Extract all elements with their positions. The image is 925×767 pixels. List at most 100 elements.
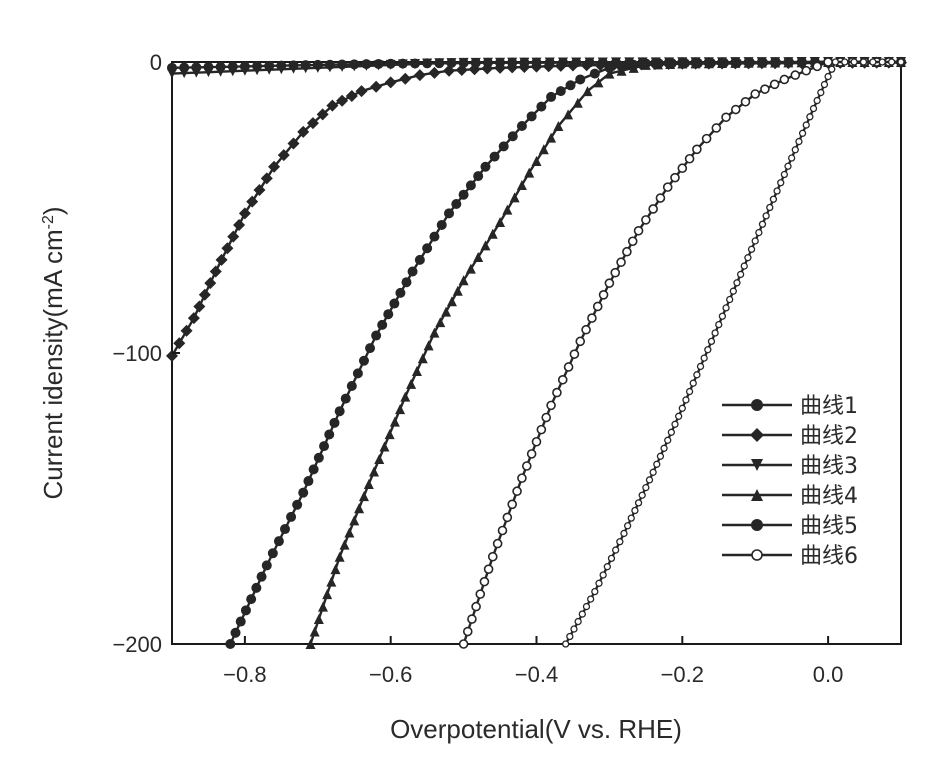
- data-point: [633, 225, 644, 236]
- data-point: [684, 153, 695, 164]
- y-axis-title-sup: -2: [40, 215, 57, 229]
- data-point: [435, 317, 446, 328]
- data-point: [790, 70, 801, 80]
- data-point: [828, 65, 836, 73]
- data-point: [361, 60, 372, 71]
- data-point: [623, 522, 632, 530]
- data-point: [233, 218, 246, 231]
- data-point: [473, 251, 484, 262]
- data-point: [324, 429, 335, 440]
- data-point: [397, 59, 408, 70]
- data-point: [384, 429, 395, 440]
- data-point: [574, 617, 582, 626]
- data-point: [203, 67, 214, 78]
- data-point: [173, 337, 186, 350]
- legend-item-1: 曲线1: [722, 394, 858, 419]
- data-point: [604, 62, 615, 73]
- data-point: [292, 499, 303, 510]
- data-point: [370, 80, 383, 93]
- data-point: [313, 614, 324, 625]
- data-point: [235, 616, 246, 627]
- data-point: [649, 468, 657, 476]
- data-point: [494, 61, 507, 74]
- data-point: [492, 538, 503, 549]
- data-point: [729, 287, 737, 295]
- data-point: [326, 99, 339, 112]
- data-point: [467, 614, 477, 624]
- data-point: [256, 571, 267, 582]
- data-point: [462, 626, 473, 637]
- data-point: [553, 121, 564, 132]
- legend-marker: [751, 519, 763, 531]
- data-point: [215, 66, 226, 77]
- data-point: [358, 355, 369, 366]
- data-point: [570, 625, 578, 633]
- data-point: [215, 253, 228, 266]
- data-point: [806, 113, 814, 121]
- data-point: [750, 89, 761, 99]
- data-point: [546, 400, 556, 411]
- legend-item-3: 曲线3: [722, 454, 858, 479]
- data-point: [762, 212, 770, 220]
- data-point: [446, 296, 457, 307]
- data-point: [692, 144, 702, 155]
- data-point: [253, 184, 266, 197]
- data-point: [711, 329, 719, 337]
- data-point: [682, 396, 690, 404]
- data-point: [489, 151, 500, 162]
- data-point: [238, 207, 251, 220]
- data-point: [755, 228, 763, 237]
- data-point: [662, 182, 673, 192]
- legend-marker: [751, 459, 763, 471]
- data-point: [678, 404, 686, 412]
- data-point: [300, 63, 311, 74]
- data-point: [441, 306, 452, 317]
- data-point: [587, 595, 595, 603]
- data-point: [428, 66, 441, 79]
- data-point: [417, 353, 428, 364]
- data-point: [363, 478, 374, 489]
- data-point: [538, 144, 549, 155]
- data-point: [595, 579, 603, 587]
- data-point: [524, 167, 535, 178]
- y-tick-label: −200: [112, 632, 162, 657]
- data-point: [303, 476, 314, 487]
- data-point: [458, 275, 469, 286]
- data-point: [423, 340, 434, 351]
- data-point: [572, 97, 583, 108]
- data-point: [385, 59, 396, 70]
- data-point: [337, 61, 348, 72]
- data-point: [251, 582, 262, 593]
- data-point: [371, 330, 382, 341]
- data-point: [502, 512, 513, 523]
- data-point: [642, 483, 650, 492]
- data-point: [536, 101, 547, 112]
- data-point: [575, 336, 586, 347]
- data-point: [326, 576, 337, 587]
- data-point: [346, 380, 357, 391]
- data-point: [374, 454, 385, 465]
- data-point: [287, 137, 300, 150]
- data-point: [458, 639, 469, 649]
- data-point: [813, 96, 821, 105]
- data-point: [758, 57, 769, 68]
- data-point: [377, 319, 388, 330]
- data-point: [246, 594, 257, 605]
- y-axis-title: Current idensity(mA cm-2): [38, 206, 68, 499]
- legend-label: 曲线1: [800, 394, 858, 419]
- data-point: [569, 349, 580, 359]
- data-point: [279, 524, 290, 535]
- data-point: [286, 511, 297, 522]
- legend-label: 曲线6: [800, 544, 858, 569]
- legend-item-6: 曲线6: [722, 544, 858, 569]
- legend-label: 曲线4: [800, 484, 858, 509]
- data-point: [878, 58, 886, 66]
- data-point: [718, 312, 727, 320]
- data-point: [824, 72, 832, 81]
- data-point: [191, 67, 202, 78]
- data-point: [587, 313, 597, 323]
- data-point: [400, 391, 411, 402]
- data-point: [693, 371, 701, 379]
- data-point: [481, 62, 494, 75]
